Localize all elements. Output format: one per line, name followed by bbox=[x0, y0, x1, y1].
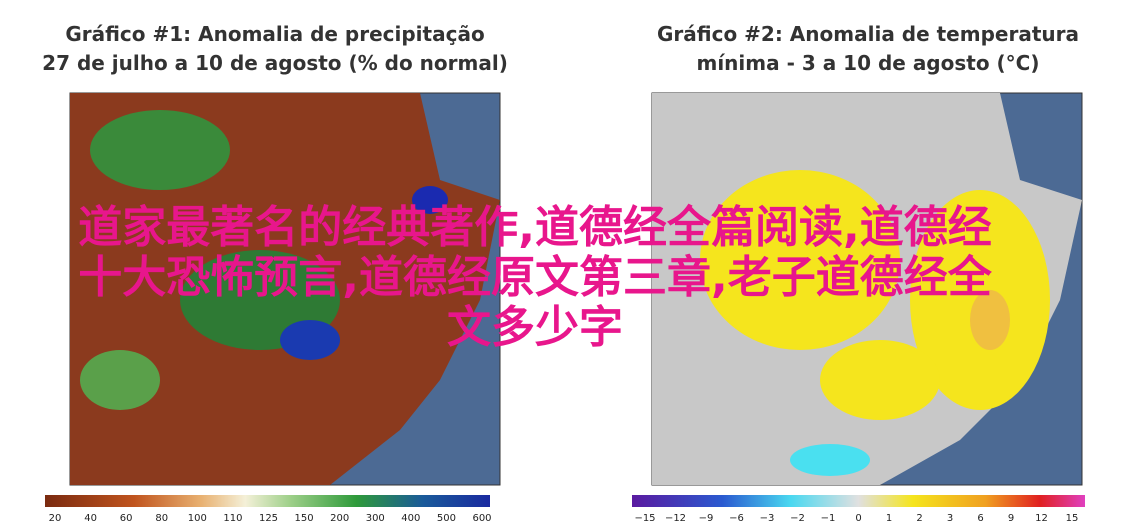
colorbar-label: 15 bbox=[1066, 513, 1079, 524]
colorbar-label: 80 bbox=[155, 513, 168, 524]
colorbar bbox=[632, 495, 1085, 507]
colorbar-label: 125 bbox=[259, 513, 278, 524]
colorbar-label: 150 bbox=[295, 513, 314, 524]
colorbar-label: 3 bbox=[947, 513, 953, 524]
colorbar-label: 2 bbox=[916, 513, 922, 524]
overlay-text: 十大恐怖预言,道德经原文第三章,老子道德经全 bbox=[78, 252, 992, 303]
colorbar-label: −2 bbox=[790, 513, 805, 524]
colorbar-label: 9 bbox=[1008, 513, 1014, 524]
colorbar-label: 100 bbox=[188, 513, 207, 524]
colorbar-label: 200 bbox=[330, 513, 349, 524]
colorbar-label: −9 bbox=[699, 513, 714, 524]
colorbar-label: 300 bbox=[366, 513, 385, 524]
panel-title: mínima - 3 a 10 de agosto (°C) bbox=[696, 51, 1039, 75]
colorbar-label: 500 bbox=[437, 513, 456, 524]
colorbar-label: 40 bbox=[84, 513, 97, 524]
colorbar-label: −6 bbox=[729, 513, 744, 524]
colorbar-label: 60 bbox=[120, 513, 133, 524]
overlay-text: 文多少字 bbox=[447, 302, 623, 353]
overlay-text: 道家最著名的经典著作,道德经全篇阅读,道德经 bbox=[78, 202, 991, 253]
colorbar-label: 600 bbox=[472, 513, 491, 524]
colorbar-label: −1 bbox=[821, 513, 836, 524]
colorbar-label: 110 bbox=[223, 513, 242, 524]
colorbar bbox=[45, 495, 490, 507]
colorbar-label: −15 bbox=[634, 513, 655, 524]
colorbar-label: −3 bbox=[760, 513, 775, 524]
colorbar-label: −12 bbox=[665, 513, 686, 524]
panel-title: Gráfico #1: Anomalia de precipitação bbox=[65, 22, 484, 46]
colorbar-label: 400 bbox=[401, 513, 420, 524]
map-precipitation bbox=[69, 92, 501, 486]
panel-title: 27 de julho a 10 de agosto (% do normal) bbox=[42, 51, 508, 75]
colorbar-label: 12 bbox=[1035, 513, 1048, 524]
colorbar-label: 20 bbox=[49, 513, 62, 524]
panel-title: Gráfico #2: Anomalia de temperatura bbox=[657, 22, 1079, 46]
colorbar-label: 0 bbox=[855, 513, 861, 524]
colorbar-label: 1 bbox=[886, 513, 892, 524]
map-temperature bbox=[651, 92, 1083, 486]
colorbar-label: 6 bbox=[977, 513, 983, 524]
